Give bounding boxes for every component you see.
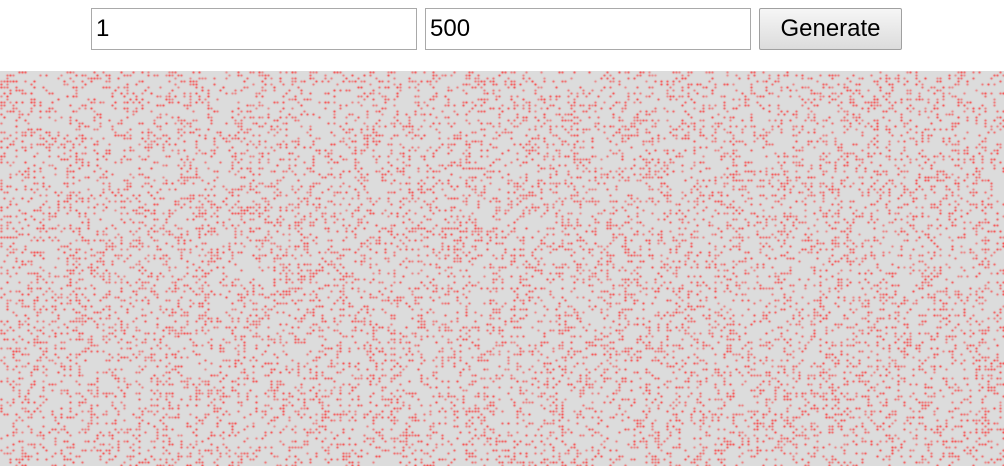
range-end-input[interactable] bbox=[425, 8, 751, 50]
dot-pattern-canvas bbox=[0, 71, 1004, 466]
range-start-input[interactable] bbox=[91, 8, 417, 50]
generate-button[interactable]: Generate bbox=[759, 8, 902, 50]
controls-bar: Generate bbox=[0, 0, 1004, 71]
dot-pattern-canvas-area bbox=[0, 71, 1004, 466]
